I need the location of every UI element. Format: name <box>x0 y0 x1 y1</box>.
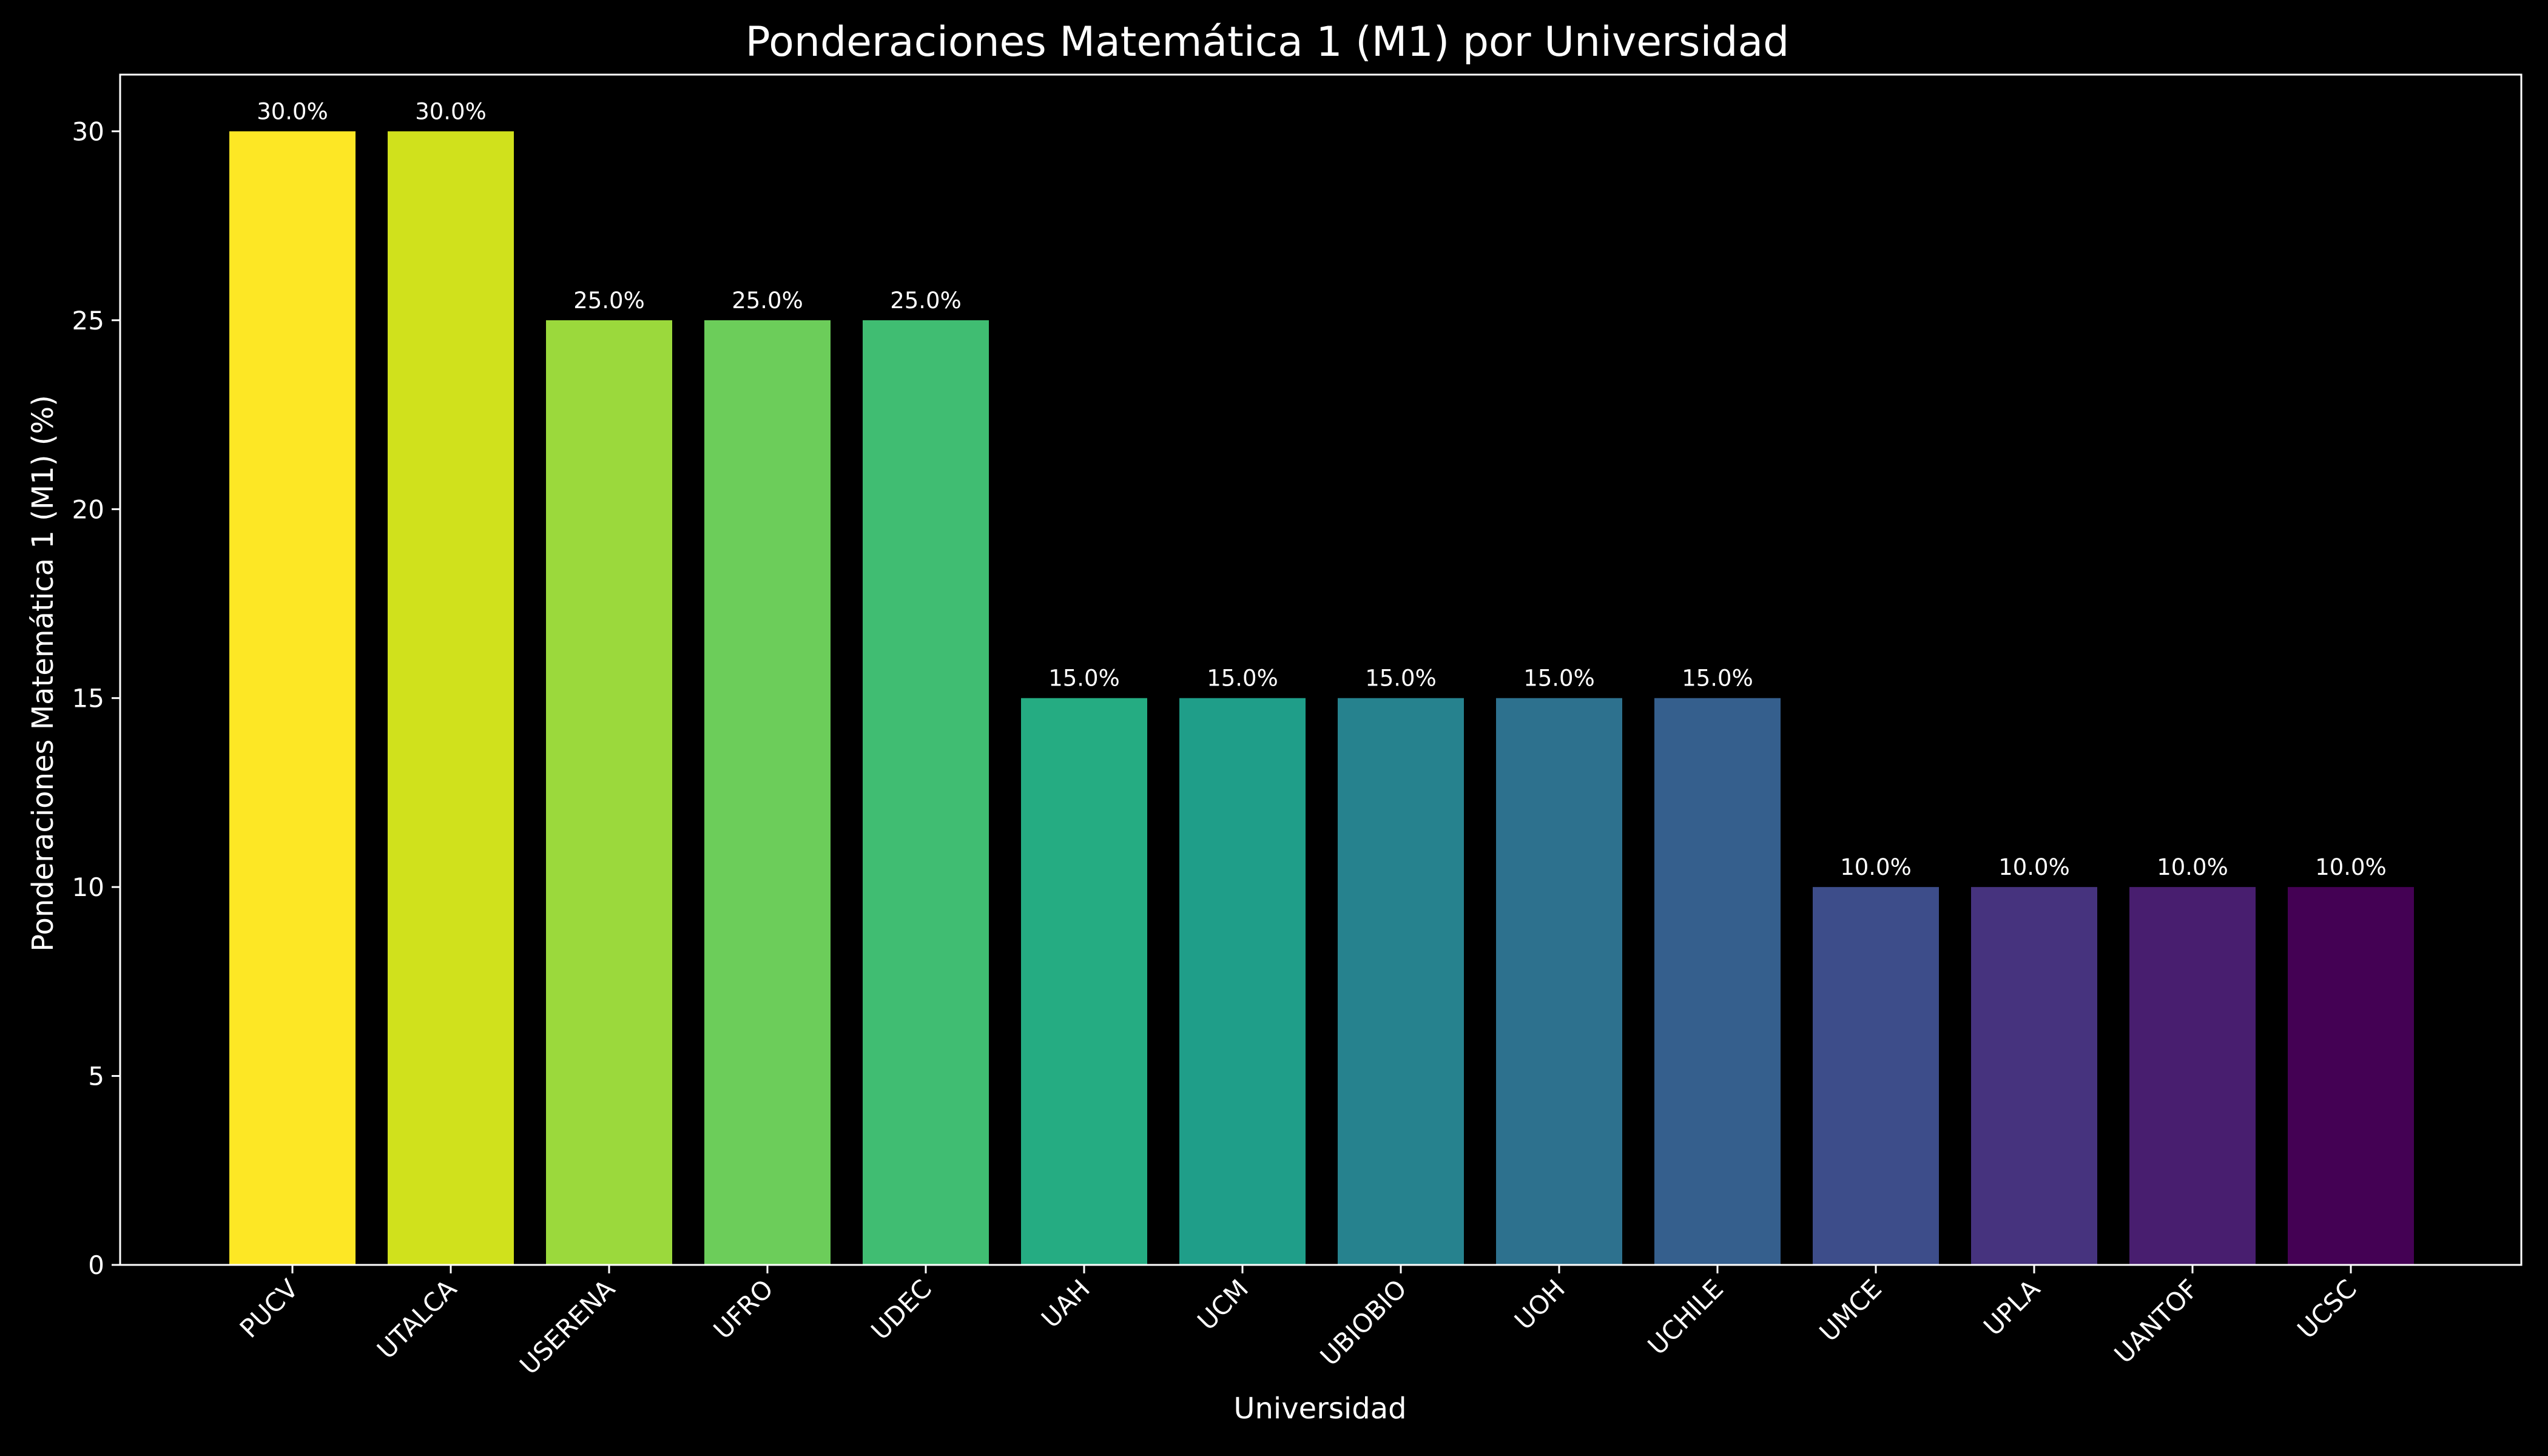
bar-utalca <box>388 131 514 1265</box>
y-tick-label: 25 <box>72 306 104 335</box>
bar-value-label: 30.0% <box>415 98 487 124</box>
bar-upla <box>1971 887 2097 1265</box>
chart-title: Ponderaciones Matemática 1 (M1) por Univ… <box>746 18 1790 66</box>
bar-value-label: 10.0% <box>2157 854 2228 880</box>
bar-ufro <box>704 320 831 1265</box>
y-axis-label: Ponderaciones Matemática 1 (M1) (%) <box>26 395 60 952</box>
y-tick-label: 10 <box>72 872 104 902</box>
bar-value-label: 25.0% <box>732 288 803 314</box>
y-tick-label: 15 <box>72 684 104 713</box>
bar-uoh <box>1496 698 1622 1265</box>
bar-value-label: 15.0% <box>1682 666 1753 692</box>
bar-value-label: 15.0% <box>1523 666 1595 692</box>
x-axis-label: Universidad <box>1233 1392 1406 1426</box>
bar-udec <box>863 320 989 1265</box>
bar-value-label: 10.0% <box>1998 854 2070 880</box>
bar-value-label: 15.0% <box>1048 666 1120 692</box>
y-tick-label: 20 <box>72 494 104 524</box>
bar-value-label: 15.0% <box>1207 666 1278 692</box>
bar-value-label: 25.0% <box>890 288 962 314</box>
bar-ucm <box>1179 698 1306 1265</box>
bar-value-label: 10.0% <box>2315 854 2387 880</box>
bar-umce <box>1813 887 1939 1265</box>
bar-uantof <box>2129 887 2256 1265</box>
bar-uchile <box>1654 698 1781 1265</box>
bar-value-label: 15.0% <box>1365 666 1437 692</box>
y-tick-label: 0 <box>88 1250 104 1280</box>
bar-value-label: 25.0% <box>573 288 645 314</box>
bar-userena <box>546 320 672 1265</box>
y-tick-label: 30 <box>72 116 104 146</box>
bar-ubiobio <box>1338 698 1464 1265</box>
bar-pucv <box>229 131 356 1265</box>
y-tick-label: 5 <box>88 1062 104 1091</box>
bar-value-label: 30.0% <box>257 98 328 124</box>
bar-value-label: 10.0% <box>1840 854 1912 880</box>
bar-ucsc <box>2288 887 2414 1265</box>
bar-uah <box>1021 698 1147 1265</box>
plot-frame <box>119 73 2523 1266</box>
